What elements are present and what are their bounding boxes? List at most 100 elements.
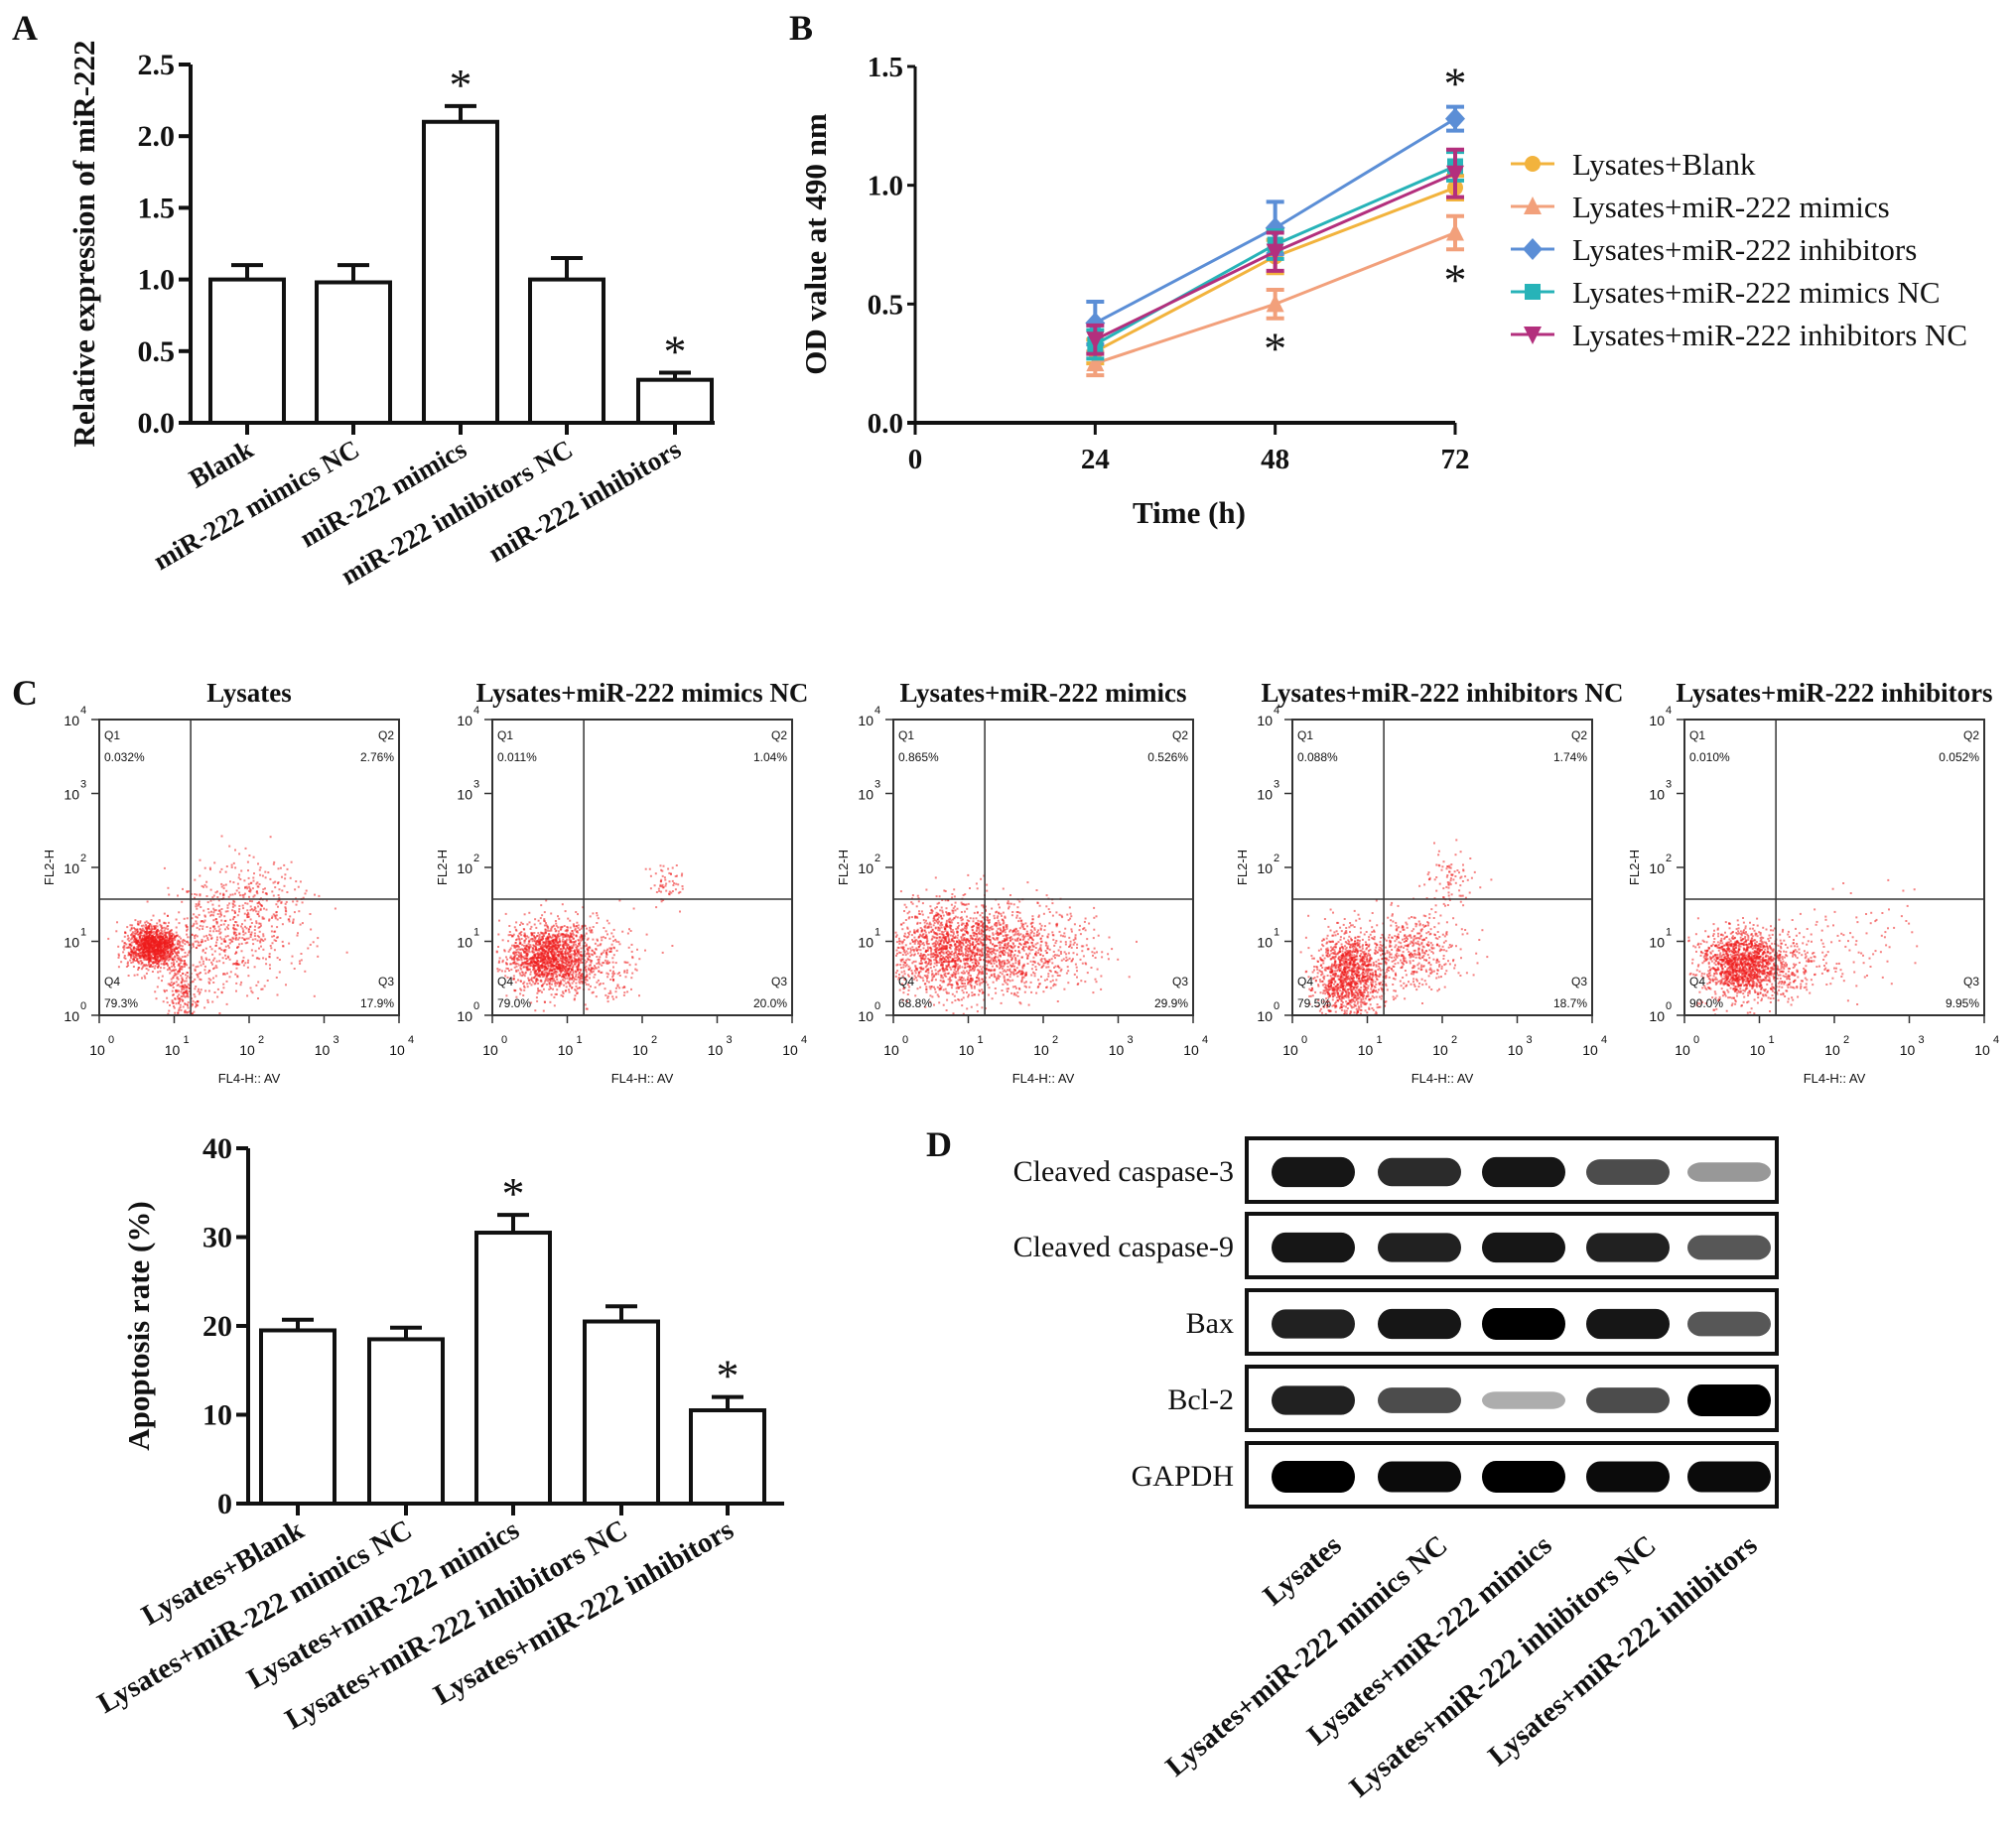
event-dot — [917, 973, 920, 976]
event-dot — [541, 935, 544, 938]
event-dot — [556, 975, 559, 978]
event-dot — [158, 946, 160, 949]
event-dot — [518, 938, 521, 940]
y-tick-exponent: 1 — [473, 927, 479, 939]
event-dot — [557, 935, 560, 938]
data-point — [1086, 331, 1105, 350]
event-dot — [503, 950, 506, 953]
event-dot — [662, 864, 665, 867]
event-dot — [522, 963, 525, 966]
event-dot — [232, 899, 235, 902]
event-dot — [136, 974, 139, 977]
event-dot — [135, 942, 138, 945]
event-dot — [210, 913, 213, 916]
event-dot — [528, 911, 531, 914]
event-dot — [548, 929, 551, 932]
event-dot — [566, 958, 569, 961]
event-dot — [164, 956, 167, 959]
event-dot — [145, 972, 148, 975]
event-dot — [579, 941, 582, 944]
event-dot — [159, 967, 162, 970]
event-dot — [961, 979, 964, 982]
event-dot — [1008, 948, 1010, 951]
event-dot — [290, 962, 293, 965]
event-dot — [514, 941, 517, 944]
event-dot — [560, 980, 563, 983]
event-dot — [200, 920, 202, 923]
event-dot — [574, 958, 576, 961]
event-dot — [222, 983, 225, 986]
event-dot — [602, 983, 605, 985]
event-dot — [635, 969, 638, 972]
event-dot — [1002, 983, 1005, 986]
event-dot — [555, 922, 558, 925]
event-dot — [529, 962, 532, 965]
event-dot — [229, 971, 232, 974]
event-dot — [934, 907, 937, 910]
event-dot — [176, 948, 179, 950]
event-dot — [681, 885, 684, 887]
event-dot — [587, 947, 590, 949]
significance-asterisk: * — [1264, 324, 1286, 374]
event-dot — [626, 969, 628, 972]
event-dot — [147, 921, 150, 924]
event-dot — [596, 962, 599, 965]
event-dot — [660, 900, 663, 903]
event-dot — [545, 976, 548, 979]
event-dot — [566, 977, 569, 980]
event-dot — [559, 926, 562, 929]
event-dot — [240, 942, 243, 945]
event-dot — [515, 995, 518, 998]
event-dot — [661, 951, 664, 954]
event-dot — [254, 950, 257, 953]
event-dot — [571, 987, 573, 989]
event-dot — [508, 949, 511, 952]
event-dot — [228, 902, 231, 905]
event-dot — [148, 947, 151, 950]
event-dot — [553, 952, 556, 954]
event-dot — [526, 955, 529, 957]
event-dot — [195, 1003, 198, 1005]
event-dot — [132, 966, 135, 968]
event-dot — [154, 925, 157, 927]
event-dot — [579, 962, 582, 965]
event-dot — [938, 939, 941, 942]
event-dot — [555, 970, 558, 973]
event-dot — [589, 977, 591, 980]
event-dot — [544, 943, 547, 946]
event-dot — [662, 886, 665, 889]
event-dot — [513, 926, 516, 929]
event-dot — [285, 910, 288, 913]
event-dot — [176, 960, 179, 963]
event-dot — [182, 1005, 185, 1008]
event-dot — [222, 973, 225, 976]
event-dot — [578, 939, 581, 942]
event-dot — [508, 931, 511, 933]
event-dot — [163, 962, 166, 965]
event-dot — [999, 927, 1002, 930]
event-dot — [131, 937, 134, 940]
event-dot — [560, 993, 563, 996]
event-dot — [557, 962, 560, 965]
legend-label: Lysates+miR-222 mimics NC — [1572, 275, 1941, 310]
event-dot — [249, 918, 252, 921]
event-dot — [577, 948, 580, 951]
event-dot — [553, 995, 556, 998]
event-dot — [129, 938, 132, 941]
event-dot — [586, 1007, 589, 1010]
event-dot — [129, 924, 132, 927]
x-tick-exponent: 0 — [108, 1034, 114, 1046]
event-dot — [159, 956, 162, 959]
event-dot — [198, 992, 201, 995]
event-dot — [568, 961, 571, 964]
event-dot — [557, 930, 560, 933]
event-dot — [235, 982, 238, 985]
event-dot — [235, 989, 237, 992]
event-dot — [129, 946, 132, 949]
event-dot — [542, 932, 545, 935]
event-dot — [538, 965, 541, 968]
event-dot — [930, 911, 933, 914]
event-dot — [238, 943, 241, 946]
event-dot — [679, 910, 681, 913]
event-dot — [552, 950, 555, 953]
